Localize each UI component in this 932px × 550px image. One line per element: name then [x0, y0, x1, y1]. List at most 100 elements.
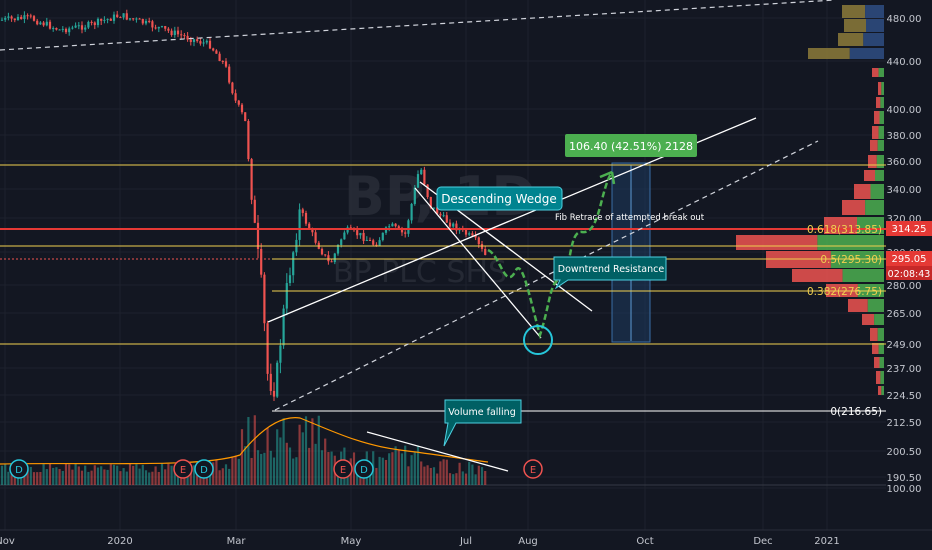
volume-bar	[36, 472, 39, 485]
candle-body	[359, 232, 362, 236]
volume-bar	[116, 465, 119, 485]
projected-path	[487, 171, 614, 340]
volume-bar	[119, 471, 122, 485]
downtrend-callout: Downtrend Resistance	[553, 256, 667, 290]
volume-profile-bar	[864, 170, 875, 181]
candle-body	[196, 39, 199, 42]
price-tick-label: 320.00	[887, 214, 922, 225]
volume-bar	[157, 471, 160, 485]
price-tick-label: 360.00	[887, 157, 922, 168]
candle-body	[128, 18, 132, 20]
event-marker-dividend	[9, 459, 29, 479]
candle-body	[122, 13, 125, 18]
volume-bar	[221, 468, 224, 485]
volume-bar	[45, 469, 48, 485]
volume-profile-bar	[842, 200, 866, 215]
measured-move-label: 106.40 (42.51%) 2128	[569, 140, 693, 153]
candle-body	[202, 42, 205, 44]
candle-body	[413, 187, 416, 204]
volume-bar	[381, 457, 384, 485]
candle-body	[183, 35, 186, 37]
candle-body	[32, 16, 36, 21]
candles	[0, 9, 487, 402]
volume-bar	[7, 471, 10, 485]
candle-body	[416, 174, 420, 188]
candle-body	[23, 15, 26, 20]
candle-body	[247, 121, 250, 160]
event-marker-label: D	[360, 465, 368, 476]
candle-body	[218, 53, 221, 62]
volume-bar	[304, 416, 308, 485]
volume-bar	[90, 470, 93, 485]
candle-body	[429, 196, 432, 208]
volume-bar	[48, 463, 52, 485]
volume-bar	[452, 474, 455, 485]
volume-bar	[410, 455, 413, 485]
candle-body	[391, 223, 394, 227]
time-tick-label: 2021	[814, 536, 839, 547]
candle-body	[58, 29, 61, 31]
volume-profile-bar	[844, 19, 866, 32]
candle-body	[138, 18, 141, 20]
volume-profile-bar	[865, 5, 884, 18]
candle-body	[304, 212, 308, 224]
volume-bar	[311, 418, 314, 485]
volume-bar	[250, 457, 253, 485]
candle-body	[205, 40, 208, 43]
bottom-target-circle	[523, 325, 553, 355]
volume-profile-bar	[875, 170, 884, 181]
time-tick-label: 2020	[107, 536, 132, 547]
volume-bar	[173, 465, 176, 485]
measured-move-callout: 106.40 (42.51%) 2128	[565, 134, 697, 157]
volume-profile-bar	[878, 386, 882, 395]
candle-body	[224, 61, 228, 67]
candle-body	[436, 207, 439, 214]
volume-profile-bar	[872, 68, 879, 77]
volume-bar	[80, 470, 84, 485]
volume-bar	[429, 467, 432, 485]
candle-body	[292, 252, 295, 276]
volume-profile-bar	[838, 33, 864, 46]
volume-profile-bar	[848, 299, 868, 312]
price-tick-label: 249.00	[887, 340, 922, 351]
candle-body	[7, 16, 10, 18]
candle-body	[135, 18, 138, 20]
price-tick-label: 212.50	[887, 418, 922, 429]
volume-profile-bar	[874, 357, 880, 368]
volume-bar	[151, 471, 154, 485]
candle-body	[176, 30, 180, 35]
volume-profile-bar	[878, 343, 884, 354]
candle-body	[141, 18, 144, 24]
candle-body	[42, 22, 45, 26]
candle-body	[231, 82, 234, 94]
volume-bar	[320, 450, 324, 485]
time-axis-background	[0, 530, 932, 550]
volume-profile-bar	[842, 5, 866, 18]
volume-bar	[448, 473, 452, 485]
candle-body	[256, 222, 260, 250]
volume-bar	[93, 465, 96, 485]
volume-bar	[215, 459, 218, 485]
fib-level-label: 0(216.65)	[830, 406, 882, 418]
volume-bar	[288, 447, 292, 485]
candle-body	[132, 18, 135, 20]
volume-bar	[298, 424, 301, 485]
volume-profile-bar	[862, 314, 875, 325]
volume-profile-bar	[854, 184, 871, 199]
volume-profile-bar	[881, 386, 884, 395]
volume-bar	[52, 467, 55, 485]
volume-bar	[109, 464, 112, 485]
volume-bar	[196, 469, 199, 485]
volume-bar	[64, 463, 68, 485]
candle-body	[160, 26, 164, 28]
volume-bar	[112, 464, 116, 485]
volume-bar	[42, 463, 45, 485]
projected-arrowhead	[599, 170, 616, 185]
price-tick-label: 190.50	[887, 473, 922, 484]
candle-body	[404, 232, 407, 234]
volume-bar	[61, 470, 64, 485]
volume-bar	[436, 473, 439, 485]
candle-body	[442, 215, 445, 217]
volume-profile-bar	[878, 82, 882, 95]
